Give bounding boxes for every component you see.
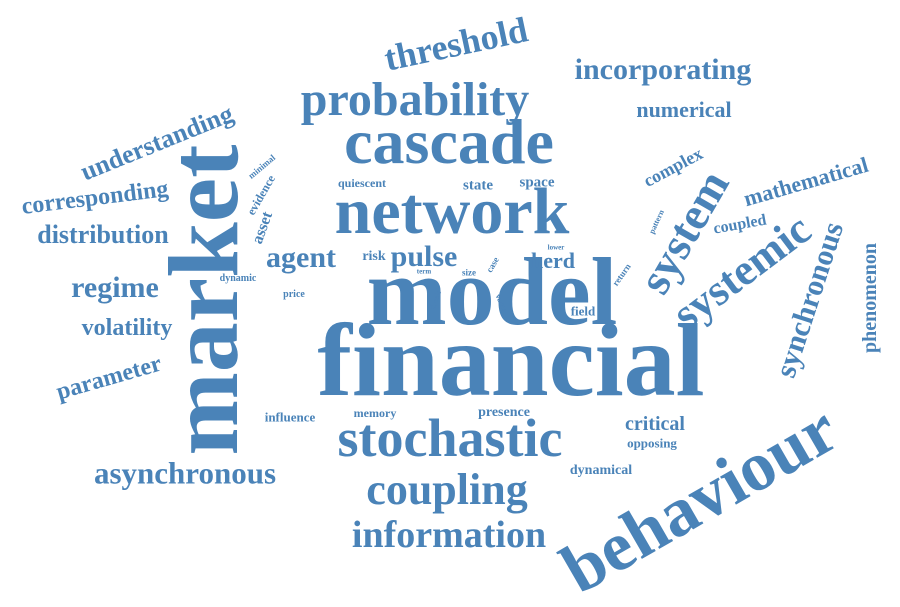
cloud-word-term: term bbox=[416, 267, 432, 276]
cloud-word-field: field bbox=[570, 303, 596, 319]
cloud-word-dynamic: dynamic bbox=[219, 273, 257, 284]
cloud-word-threshold: threshold bbox=[380, 9, 532, 79]
cloud-word-quiescent: quiescent bbox=[338, 176, 386, 190]
cloud-word-space: space bbox=[519, 174, 555, 191]
cloud-word-coupling: coupling bbox=[366, 465, 528, 514]
cloud-word-asynchronous: asynchronous bbox=[93, 455, 277, 491]
cloud-word-regime: regime bbox=[71, 271, 159, 304]
cloud-word-model: model bbox=[366, 238, 618, 345]
cloud-word-critical: critical bbox=[625, 413, 685, 435]
cloud-word-herd: herd bbox=[531, 248, 575, 273]
cloud-word-financial: financial bbox=[317, 303, 705, 418]
cloud-word-pulse: pulse bbox=[390, 240, 458, 273]
cloud-word-information: information bbox=[351, 514, 547, 556]
cloud-word-mathematical: mathematical bbox=[740, 151, 871, 212]
cloud-word-cascade: cascade bbox=[344, 106, 554, 177]
cloud-word-risk: risk bbox=[362, 249, 386, 264]
cloud-word-state: state bbox=[463, 177, 493, 194]
cloud-word-influence: influence bbox=[264, 409, 316, 425]
cloud-word-volatility: volatility bbox=[81, 315, 173, 341]
cloud-word-opposing: opposing bbox=[627, 435, 677, 451]
cloud-word-price: price bbox=[283, 289, 305, 300]
cloud-word-numerical: numerical bbox=[636, 97, 732, 122]
cloud-word-distribution: distribution bbox=[37, 220, 169, 249]
cloud-word-stochastic: stochastic bbox=[337, 408, 563, 468]
cloud-word-memory: memory bbox=[353, 406, 397, 420]
cloud-word-incorporating: incorporating bbox=[574, 53, 752, 86]
cloud-word-phenomenon: phenomenon bbox=[859, 242, 881, 354]
cloud-word-dynamical: dynamical bbox=[569, 463, 633, 478]
cloud-word-probability: probability bbox=[300, 73, 530, 126]
cloud-word-behaviour: behaviour bbox=[549, 390, 851, 607]
cloud-word-presence: presence bbox=[478, 405, 530, 420]
cloud-word-size: size bbox=[462, 267, 476, 278]
cloud-word-network: network bbox=[334, 175, 570, 248]
cloud-word-lower: lower bbox=[547, 243, 565, 252]
cloud-word-market: market bbox=[148, 144, 259, 456]
cloud-word-agent: agent bbox=[266, 241, 336, 274]
